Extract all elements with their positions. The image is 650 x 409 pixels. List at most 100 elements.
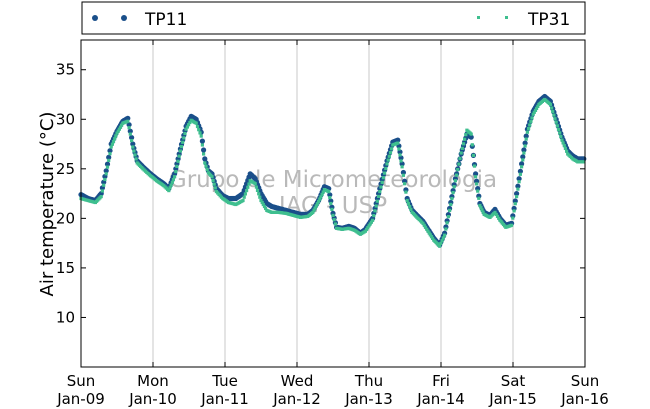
point-tp31 [242,195,246,199]
point-tp11 [395,137,401,143]
point-tp31 [530,116,534,120]
point-tp31 [400,165,404,169]
x-tick-label-day: Tue [211,372,238,390]
point-tp31 [558,131,562,135]
point-tp11 [515,183,521,189]
x-tick-label-day: Mon [137,372,169,390]
x-tick-label-date: Jan-11 [200,390,249,408]
point-tp31 [497,216,501,220]
point-tp31 [318,197,322,201]
point-tp31 [510,223,514,227]
point-tp31 [197,128,201,132]
point-tp31 [194,121,198,125]
point-tp31 [550,106,554,110]
point-tp11 [201,147,207,153]
point-tp31 [475,182,479,186]
x-tick-label-date: Jan-16 [560,390,609,408]
point-tp31 [195,124,200,129]
point-tp31 [202,152,206,156]
point-tp31 [331,213,335,217]
point-tp31 [198,131,202,135]
point-tp31 [369,220,373,224]
point-tp31 [459,151,463,155]
x-tick-label-day: Sun [571,372,600,390]
x-tick-label-date: Jan-09 [56,390,105,408]
point-tp31 [390,147,394,151]
point-tp31 [561,141,565,145]
point-tp31 [321,190,325,194]
point-tp31 [471,153,475,157]
point-tp31 [200,143,204,147]
point-tp31 [373,209,377,213]
point-tp31 [565,149,569,153]
legend-marker-tp31-a [477,16,480,19]
point-tp31 [257,192,261,196]
x-tick-label-day: Wed [281,372,314,390]
point-tp31 [512,209,516,213]
point-tp31 [371,218,375,222]
point-tp31 [472,164,477,168]
point-tp31 [511,216,515,220]
point-tp31 [254,185,258,189]
point-tp31 [328,196,332,200]
point-tp31 [253,182,257,186]
point-tp11 [519,161,525,167]
legend-marker-tp31-b [505,16,508,19]
point-tp31 [379,185,383,189]
point-tp31 [102,183,106,187]
point-tp31 [474,175,478,179]
point-tp11 [514,191,520,197]
x-tick-label-day: Sun [67,372,96,390]
point-tp31 [456,168,460,172]
point-tp31 [104,172,108,176]
point-tp31 [170,180,174,184]
point-tp31 [110,142,114,146]
watermark-line-1: Grupo de Micrometeorologia [169,167,497,193]
point-tp31 [313,206,317,210]
point-tp31 [260,200,264,205]
point-tp31 [377,194,381,198]
x-tick-label-day: Fri [432,372,450,390]
plot-area [81,40,585,367]
point-tp11 [107,148,113,154]
point-tp31 [133,153,137,157]
point-tp31 [385,162,389,166]
point-tp31 [535,106,539,110]
point-tp31 [521,158,525,162]
point-tp31 [333,222,337,226]
point-tp31 [111,139,116,144]
point-tp31 [312,208,316,212]
point-tp31 [444,227,448,231]
point-tp31 [211,178,215,183]
point-tp31 [429,235,434,239]
point-tp31 [387,154,391,158]
point-tp31 [314,204,318,208]
point-tp31 [363,229,367,233]
point-tp11 [521,147,527,153]
point-tp11 [399,161,405,167]
point-tp31 [131,145,135,149]
point-tp31 [261,202,265,207]
point-tp31 [120,123,124,127]
point-tp31 [513,202,517,206]
point-tp31 [388,151,393,155]
point-tp31 [441,236,445,240]
point-tp31 [329,201,333,206]
point-tp31 [115,131,119,135]
y-tick-label: 10 [56,308,75,326]
point-tp31 [553,117,557,121]
point-tp31 [247,182,251,186]
point-tp31 [536,104,540,108]
point-tp31 [401,173,405,177]
point-tp31 [212,182,216,186]
point-tp31 [332,218,336,222]
point-tp31 [481,210,485,214]
point-tp31 [262,204,267,209]
point-tp31 [114,134,118,138]
point-tp31 [528,123,532,127]
point-tp31 [426,229,430,233]
x-tick-label-date: Jan-10 [128,390,177,408]
point-tp31 [175,164,179,168]
point-tp31 [108,152,112,156]
